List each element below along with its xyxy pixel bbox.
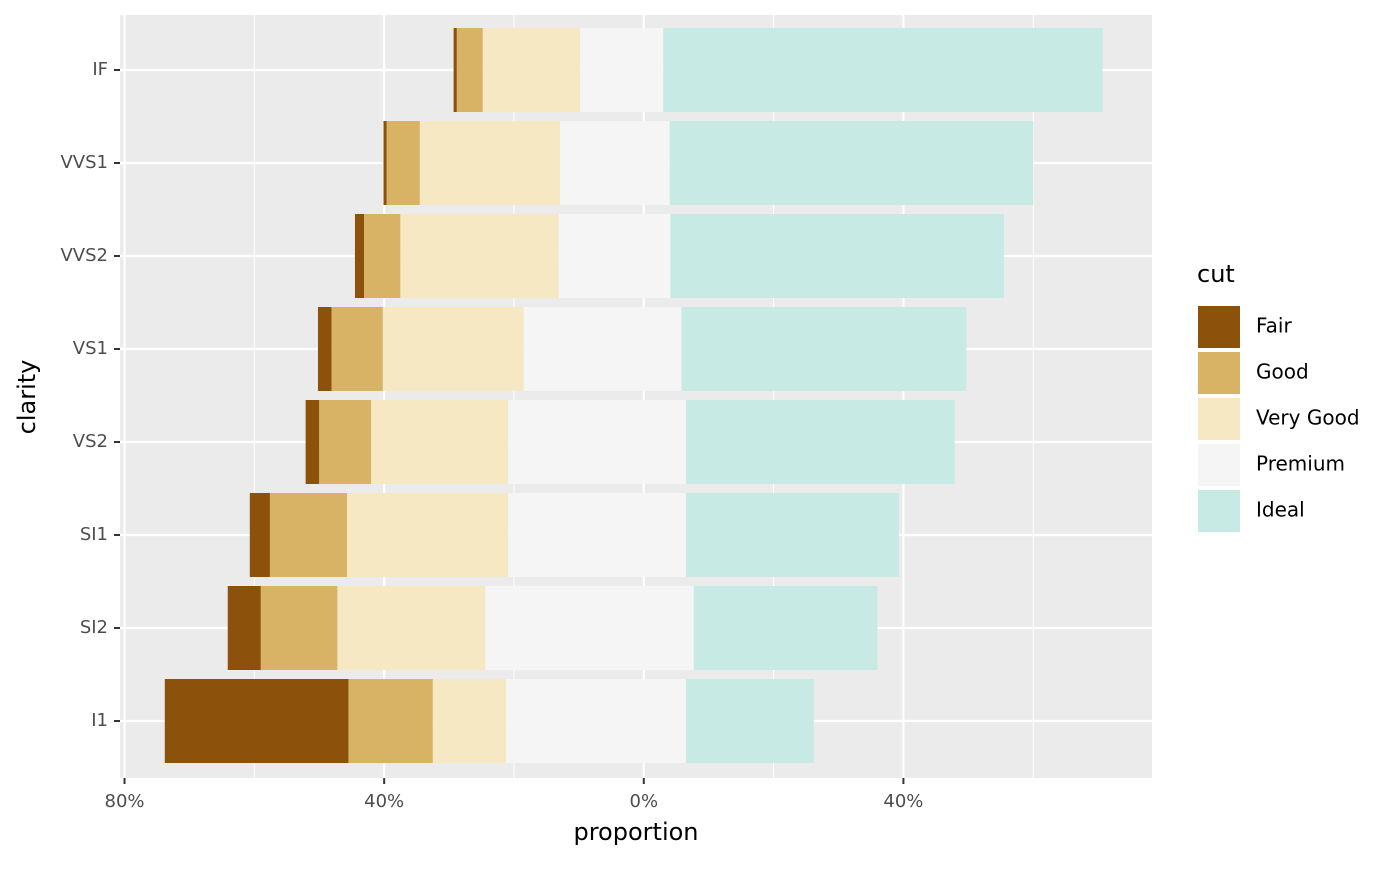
y-tick-label: VVS2 — [60, 245, 108, 266]
bar-segment — [681, 307, 967, 391]
bar-segment — [506, 679, 686, 763]
bar-segment — [347, 493, 509, 577]
bar-segment — [669, 121, 1034, 205]
bar-segment — [269, 493, 348, 577]
legend-label: Ideal — [1256, 498, 1305, 522]
bar-segment — [685, 679, 814, 763]
x-tick-label: 40% — [883, 791, 923, 812]
y-tick-label: VVS1 — [60, 152, 108, 173]
legend-label: Premium — [1256, 452, 1345, 476]
bar-segment — [164, 679, 349, 763]
bar-segment — [580, 28, 664, 112]
y-tick-label: I1 — [91, 710, 108, 731]
bar-segment — [364, 214, 401, 298]
bar-segment — [685, 400, 955, 484]
legend-key — [1196, 442, 1242, 488]
y-tick-label: IF — [92, 59, 108, 80]
bar-segment — [348, 679, 433, 763]
y-tick-label: VS1 — [73, 338, 108, 359]
y-tick-label: SI2 — [80, 617, 108, 638]
bars — [164, 28, 1103, 763]
axes: 80% 40% 0% 40% IF VVS1 VVS2 VS1 VS2 SI1 SI2 I1 — [60, 59, 923, 812]
bar-segment — [419, 121, 561, 205]
legend-key — [1196, 488, 1242, 534]
x-axis-label: proportion — [573, 818, 698, 846]
bar-segment — [693, 586, 878, 670]
bar-segment — [331, 307, 383, 391]
bar-segment — [371, 400, 509, 484]
bar-segment — [249, 493, 270, 577]
x-tick-label: 40% — [364, 791, 404, 812]
x-tick-label: 0% — [630, 791, 659, 812]
bar-segment — [670, 214, 1005, 298]
bar-segment — [508, 400, 686, 484]
bar-segment — [560, 121, 670, 205]
bar-segment — [456, 28, 483, 112]
bar-segment — [319, 400, 372, 484]
bar-segment — [260, 586, 338, 670]
bar-segment — [432, 679, 507, 763]
legend: Fair Good Very Good Premium Ideal — [1196, 304, 1360, 534]
legend-key — [1196, 396, 1242, 442]
legend-key — [1196, 304, 1242, 350]
bar-segment — [386, 121, 420, 205]
y-axis-label: clarity — [13, 360, 41, 435]
bar-segment — [508, 493, 686, 577]
bar-segment — [485, 586, 694, 670]
x-tick-label: 80% — [105, 791, 145, 812]
bar-segment — [317, 307, 332, 391]
legend-label: Good — [1256, 360, 1309, 384]
bar-segment — [558, 214, 671, 298]
bar-segment — [523, 307, 682, 391]
legend-title: cut — [1197, 260, 1235, 288]
bar-segment — [453, 28, 457, 112]
bar-segment — [337, 586, 486, 670]
bar-segment — [305, 400, 320, 484]
bar-segment — [383, 121, 387, 205]
bar-segment — [227, 586, 261, 670]
bar-segment — [382, 307, 524, 391]
y-tick-label: SI1 — [80, 524, 108, 545]
y-tick-label: VS2 — [73, 431, 108, 452]
bar-segment — [400, 214, 559, 298]
bar-segment — [482, 28, 581, 112]
legend-label: Fair — [1256, 314, 1292, 338]
bar-segment — [663, 28, 1103, 112]
legend-label: Very Good — [1256, 406, 1360, 430]
bar-segment — [685, 493, 899, 577]
bar-segment — [354, 214, 365, 298]
legend-key — [1196, 350, 1242, 396]
